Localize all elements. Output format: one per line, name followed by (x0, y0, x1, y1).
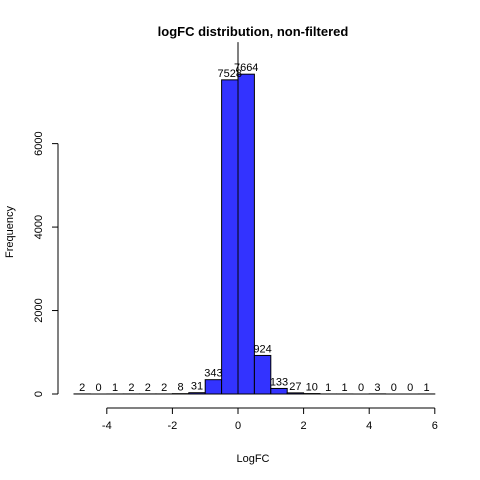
chart-title: logFC distribution, non-filtered (158, 24, 349, 39)
bar-count-label: 7664 (234, 62, 258, 74)
bars-group (73, 73, 436, 395)
bar-count-label: 343 (204, 368, 222, 380)
bar-count-label: 0 (407, 382, 413, 394)
bar-count-label: 3 (374, 382, 380, 394)
x-tick-label: -2 (168, 420, 178, 432)
x-axis: -4 -2 0 2 4 6 (102, 407, 438, 432)
bar-count-label: 2 (79, 382, 85, 394)
histogram-bar (270, 387, 288, 395)
histogram-bar (204, 379, 223, 395)
histogram-bar (253, 354, 272, 395)
bar-count-label: 27 (289, 381, 301, 393)
bar-count-label: 2 (145, 382, 151, 394)
bar-count-label: 133 (270, 376, 288, 388)
y-tick-label: 6000 (33, 131, 45, 155)
bar-count-label: 31 (191, 381, 203, 393)
histogram-bar (221, 79, 239, 395)
x-tick-label: 4 (366, 420, 372, 432)
x-tick-label: 0 (235, 420, 241, 432)
bar-count-label: 0 (391, 382, 397, 394)
x-tick-label: -4 (102, 420, 112, 432)
x-axis-label: LogFC (236, 453, 269, 465)
bar-count-label: 0 (96, 382, 102, 394)
y-tick-label: 2000 (33, 298, 45, 322)
bar-count-label: 1 (325, 382, 331, 394)
bar-count-label: 924 (253, 343, 271, 355)
y-tick-label: 0 (33, 391, 45, 397)
y-tick-label: 4000 (33, 215, 45, 239)
bar-count-label: 1 (112, 382, 118, 394)
bar-count-label: 10 (306, 382, 318, 394)
y-axis-label: Frequency (4, 206, 16, 258)
bar-count-label: 2 (128, 382, 134, 394)
x-tick-label: 2 (301, 420, 307, 432)
x-tick-label: 6 (432, 420, 438, 432)
y-axis: 0 2000 4000 6000 (33, 131, 59, 397)
histogram-bar (237, 73, 255, 395)
bar-count-label: 7528 (218, 68, 242, 80)
bar-count-label: 0 (358, 382, 364, 394)
bar-count-label: 1 (342, 382, 348, 394)
bar-count-label: 1 (424, 382, 430, 394)
bar-count-label: 8 (178, 382, 184, 394)
bar-count-label: 2 (161, 382, 167, 394)
